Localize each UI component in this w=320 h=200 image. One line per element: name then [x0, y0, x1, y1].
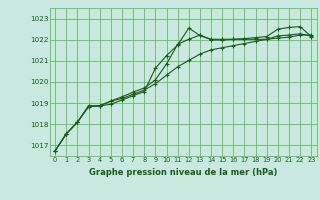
X-axis label: Graphe pression niveau de la mer (hPa): Graphe pression niveau de la mer (hPa) [89, 168, 277, 177]
